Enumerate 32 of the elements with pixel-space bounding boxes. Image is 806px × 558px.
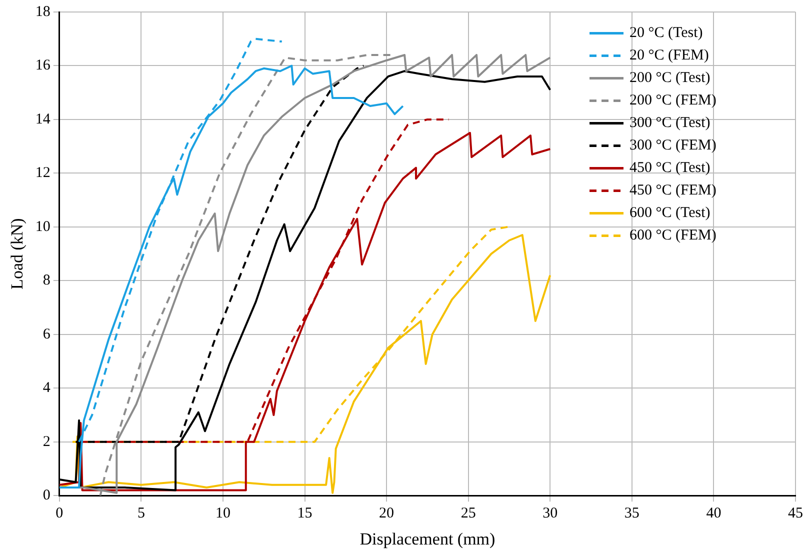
y-tick-label: 4 xyxy=(42,380,51,396)
y-tick-label: 12 xyxy=(35,165,50,182)
legend-label: 300 °C (Test) xyxy=(630,115,710,132)
legend-label: 600 °C (FEM) xyxy=(630,228,716,244)
y-tick-label: 10 xyxy=(35,218,50,235)
legend-label: 200 °C (Test) xyxy=(630,70,710,86)
y-tick-label: 16 xyxy=(35,58,51,74)
x-tick-label: 0 xyxy=(56,506,64,522)
legend-label: 600 °C (Test) xyxy=(630,205,710,222)
y-tick-label: 2 xyxy=(42,434,50,450)
legend-label: 450 °C (Test) xyxy=(630,160,710,176)
y-tick-label: 8 xyxy=(42,272,50,289)
y-tick-label: 0 xyxy=(42,488,50,504)
y-axis-title: Load (kN) xyxy=(8,218,27,290)
x-axis-title: Displacement (mm) xyxy=(360,529,496,548)
legend-label: 200 °C (FEM) xyxy=(630,92,716,109)
y-tick-label: 18 xyxy=(35,4,50,20)
x-tick-label: 15 xyxy=(297,506,312,522)
legend-label: 20 °C (Test) xyxy=(630,25,703,42)
legend-label: 450 °C (FEM) xyxy=(630,182,716,199)
x-tick-label: 20 xyxy=(379,506,394,522)
x-tick-label: 35 xyxy=(624,506,640,522)
y-tick-label: 6 xyxy=(42,326,51,342)
y-tick-label: 14 xyxy=(35,111,51,128)
x-tick-label: 45 xyxy=(788,506,803,522)
x-tick-label: 40 xyxy=(706,506,722,522)
x-tick-label: 5 xyxy=(137,506,145,522)
legend-label: 300 °C (FEM) xyxy=(630,138,716,154)
x-tick-label: 30 xyxy=(542,506,558,522)
x-tick-label: 25 xyxy=(460,506,476,522)
legend-label: 20 °C (FEM) xyxy=(630,48,709,64)
x-tick-label: 10 xyxy=(215,506,230,522)
